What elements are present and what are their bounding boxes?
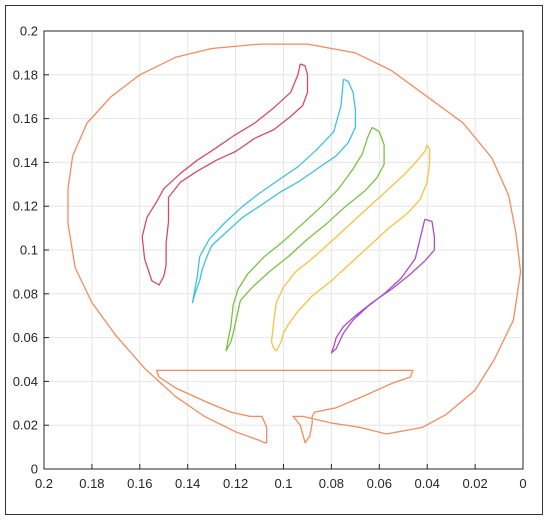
- y-tick-label: 0.14: [13, 155, 38, 170]
- x-tick-label: 0.06: [367, 476, 392, 491]
- figure-frame: [5, 5, 543, 515]
- x-tick-label: 0.1: [274, 476, 292, 491]
- x-tick-label: 0.16: [127, 476, 152, 491]
- y-tick-label: 0.18: [13, 67, 38, 82]
- y-tick-label: 0.12: [13, 199, 38, 214]
- x-tick-label: 0.02: [462, 476, 487, 491]
- x-tick-label: 0.18: [79, 476, 104, 491]
- y-tick-label: 0.04: [13, 374, 38, 389]
- series-line-3: [191, 78, 357, 304]
- x-tick-label: 0.04: [415, 476, 440, 491]
- series-line-4: [225, 126, 385, 352]
- series-group: [67, 43, 522, 444]
- y-tick-label: 0: [31, 462, 38, 477]
- x-tick-label: 0.2: [35, 476, 53, 491]
- y-tick-label: 0.02: [13, 418, 38, 433]
- series-line-6: [330, 218, 436, 354]
- x-tick-label: 0: [519, 476, 526, 491]
- series-line-1: [67, 43, 522, 444]
- x-tick-label: 0.12: [223, 476, 248, 491]
- x-tick-label: 0.08: [319, 476, 344, 491]
- y-tick-label: 0.06: [13, 330, 38, 345]
- series-line-2: [141, 63, 309, 286]
- y-tick-label: 0.1: [20, 243, 38, 258]
- series-line-5: [270, 144, 431, 352]
- y-tick-label: 0.16: [13, 111, 38, 126]
- y-tick-label: 0.2: [20, 24, 38, 39]
- ticks: 0.2 0.18 0.16 0.14 0.12 0.1 0.08 0.06 0.04 0.02 00…: [13, 24, 527, 492]
- x-tick-label: 0.14: [175, 476, 200, 491]
- y-tick-label: 0.08: [13, 286, 38, 301]
